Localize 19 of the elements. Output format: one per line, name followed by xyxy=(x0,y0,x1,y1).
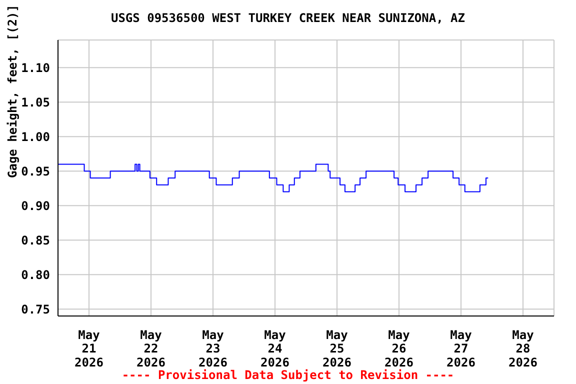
text: ---- Provisional Data Subject to Revision ---- xyxy=(120,368,456,382)
y-tick-label: 0.85 xyxy=(21,233,50,248)
x-tick-label: May 27 2026 xyxy=(446,328,476,370)
x-tick-label: May 28 2026 xyxy=(508,328,538,370)
y-tick-label: 0.75 xyxy=(21,302,50,316)
y-tick-label: 0.90 xyxy=(21,198,50,213)
y-tick-label: 1.00 xyxy=(21,130,50,144)
chart-title: USGS 09536500 WEST TURKEY CREEK NEAR SUNIZONA, AZ xyxy=(110,11,465,25)
x-tick-label: May 26 2026 xyxy=(384,328,414,370)
x-tick-label: May 23 2026 xyxy=(198,328,228,370)
y-tick-label: 1.05 xyxy=(21,95,50,110)
x-tick-label: May 22 2026 xyxy=(136,328,166,370)
y-axis-title: Gage height, feet, [(2)] xyxy=(5,4,20,178)
y-tick-label: 0.80 xyxy=(21,268,50,282)
y-tick-label: 1.10 xyxy=(21,60,50,75)
x-tick-label: May 21 2026 xyxy=(74,328,104,370)
x-tick-label: May 25 2026 xyxy=(322,328,352,370)
y-tick-label: 0.95 xyxy=(21,164,50,178)
x-tick-label: May 24 2026 xyxy=(260,328,290,370)
